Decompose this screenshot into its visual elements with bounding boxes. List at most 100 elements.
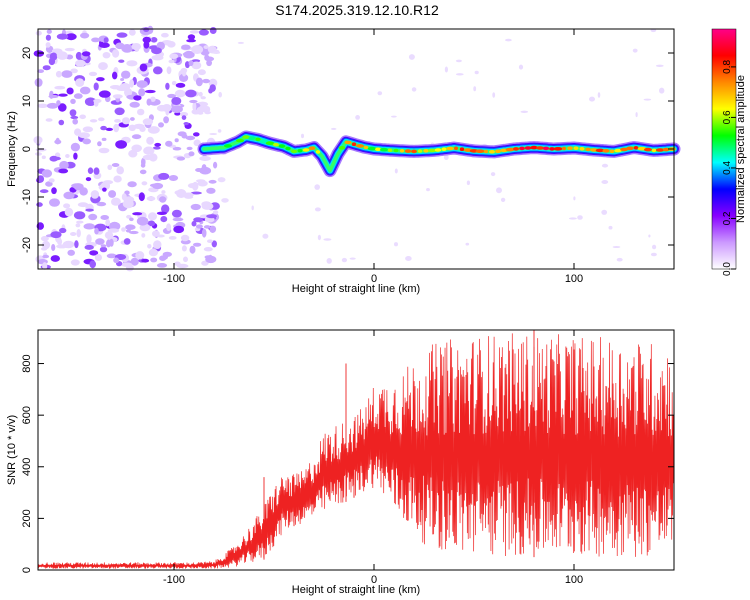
noise-blob	[58, 93, 68, 97]
noise-blob	[123, 238, 131, 245]
noise-blob	[85, 208, 94, 212]
noise-blob	[153, 66, 163, 75]
noise-blob	[136, 80, 148, 88]
noise-blob	[162, 251, 172, 257]
noise-blob	[262, 233, 269, 239]
noise-blob	[104, 231, 114, 239]
noise-blob	[94, 254, 102, 261]
noise-blob	[193, 139, 201, 147]
noise-blob	[166, 223, 172, 231]
noise-blob	[185, 61, 190, 69]
noise-blob	[73, 93, 83, 99]
noise-blob	[58, 119, 65, 126]
ridge-peak	[513, 147, 519, 151]
noise-blob	[411, 87, 417, 92]
ridge-peak	[344, 140, 352, 145]
colorbar: 0.0 0.2 0.4 0.6 0.8 Normalized spectral ampl…	[711, 28, 747, 276]
noise-blob	[652, 244, 657, 250]
noise-blob	[175, 82, 186, 88]
noise-blob	[40, 235, 49, 242]
noise-blob	[196, 106, 205, 113]
noise-blob	[41, 240, 51, 250]
colorbar-label: Normalized spectral amplitude	[735, 75, 747, 223]
noise-blob	[52, 156, 61, 161]
noise-blob	[217, 129, 222, 133]
noise-blob	[84, 244, 94, 250]
noise-blob	[70, 259, 80, 266]
noise-blob	[82, 138, 91, 145]
noise-blob	[108, 221, 121, 231]
noise-blob	[148, 212, 157, 221]
noise-blob	[314, 207, 321, 212]
noise-blob	[93, 167, 100, 175]
ridge-peak	[363, 145, 369, 150]
ridge-peak	[626, 146, 634, 151]
noise-blob	[103, 37, 109, 43]
noise-blob	[122, 199, 134, 209]
noise-blob	[138, 88, 146, 97]
noise-blob	[142, 154, 154, 160]
figure-title: S174.2025.319.12.10.R12	[275, 2, 439, 18]
noise-blob	[208, 179, 217, 184]
ridge-peak	[562, 146, 566, 151]
ridge-peak	[259, 139, 269, 144]
y-tick-label: 0	[21, 146, 33, 152]
noise-blob	[643, 98, 652, 101]
snr-series	[37, 330, 675, 569]
noise-blob	[81, 51, 91, 57]
ridge-peak	[459, 147, 465, 151]
noise-blob	[120, 262, 133, 267]
noise-blob	[174, 138, 179, 143]
noise-blob	[75, 78, 85, 87]
noise-blob	[207, 45, 217, 54]
noise-blob	[79, 86, 91, 95]
noise-blob	[139, 169, 147, 175]
ridge-peak	[291, 149, 297, 154]
noise-blob	[130, 117, 135, 121]
noise-blob	[193, 132, 200, 137]
noise-blob	[77, 202, 89, 208]
noise-blob	[106, 239, 111, 248]
noise-blob	[114, 107, 125, 116]
x-tick-label: 0	[371, 574, 377, 586]
noise-blob	[209, 133, 218, 135]
noise-blob	[465, 242, 470, 246]
noise-blob	[66, 87, 74, 95]
noise-blob	[188, 151, 195, 157]
noise-blob	[70, 98, 76, 104]
noise-blob	[70, 142, 80, 152]
heatmap-xlabel: Height of straight line (km)	[292, 283, 420, 295]
noise-blob	[105, 127, 114, 131]
noise-blob	[173, 225, 185, 234]
noise-blob	[186, 146, 193, 151]
noise-blob	[156, 104, 167, 112]
noise-blob	[76, 220, 84, 224]
noise-blob	[209, 225, 217, 233]
noise-blob	[79, 187, 88, 196]
noise-blob	[49, 198, 60, 207]
noise-blob	[75, 59, 86, 67]
noise-blob	[202, 78, 211, 84]
y-tick-label: -10	[21, 189, 33, 205]
colorbar-ticks: 0.0 0.2 0.4 0.6 0.8	[722, 60, 736, 276]
y-tick-label: 0	[21, 567, 33, 573]
ridge-peak	[662, 147, 670, 152]
noise-blob	[139, 126, 146, 132]
noise-blob	[83, 223, 96, 230]
noise-blob	[85, 177, 92, 182]
noise-blob	[98, 117, 105, 122]
noise-blob	[201, 164, 207, 171]
noise-blob	[203, 225, 211, 229]
noise-blob	[70, 115, 79, 120]
noise-blob	[131, 134, 142, 140]
noise-blob	[122, 117, 130, 125]
noise-blob	[93, 82, 99, 91]
ridge-peak	[633, 146, 639, 150]
noise-blob	[55, 137, 60, 145]
noise-blob	[56, 244, 68, 249]
noise-blob	[107, 164, 113, 170]
x-tick-label: 100	[565, 273, 583, 285]
noise-blob	[116, 166, 124, 175]
noise-blob	[189, 37, 195, 42]
